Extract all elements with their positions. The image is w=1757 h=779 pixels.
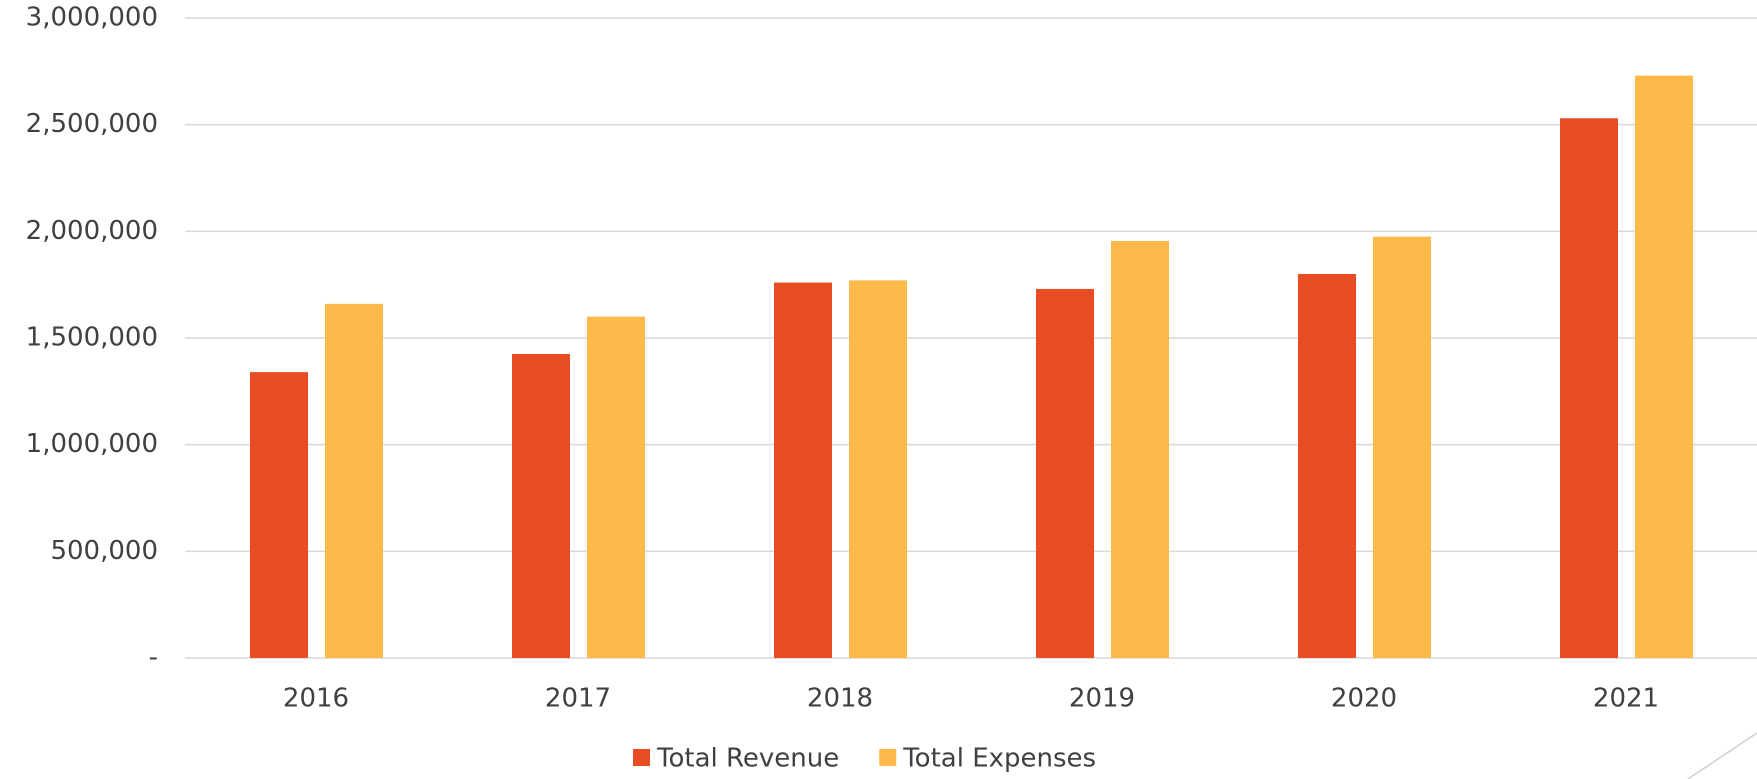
legend-label: Total Expenses: [902, 744, 1096, 774]
bar: [1373, 236, 1431, 658]
decoration: [1687, 732, 1757, 779]
x-tick-label: 2017: [545, 684, 611, 714]
y-tick-label: 500,000: [50, 536, 158, 566]
bar: [325, 303, 383, 658]
y-tick-label: 2,000,000: [26, 216, 158, 246]
x-tick-label: 2016: [283, 684, 349, 714]
bar: [587, 316, 645, 658]
bar: [250, 372, 308, 658]
bar: [1111, 240, 1169, 658]
legend-swatch: [633, 749, 650, 766]
y-tick-label: 1,000,000: [26, 429, 158, 459]
legend-swatch: [879, 749, 897, 766]
x-tick-label: 2018: [807, 684, 873, 714]
legend-label: Total Revenue: [656, 744, 839, 774]
bar: [1298, 274, 1356, 658]
bar: [1560, 118, 1618, 659]
y-tick-label: 2,500,000: [26, 109, 158, 139]
bar: [849, 280, 907, 658]
x-tick-label: 2019: [1069, 684, 1135, 714]
bar: [774, 282, 832, 658]
y-tick-label: 3,000,000: [26, 3, 158, 33]
x-tick-label: 2021: [1593, 684, 1659, 714]
y-tick-label: 1,500,000: [26, 323, 158, 353]
y-tick-label: -: [149, 643, 158, 673]
bar: [1036, 288, 1094, 658]
x-tick-label: 2020: [1331, 684, 1397, 714]
bar: [512, 354, 570, 658]
bar: [1635, 75, 1693, 659]
